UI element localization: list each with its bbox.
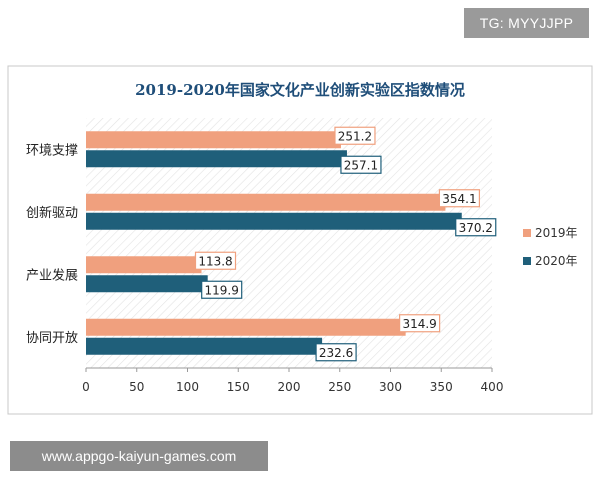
bar-2019 <box>86 131 341 149</box>
data-label: 232.6 <box>315 343 357 362</box>
x-tick-label: 0 <box>82 380 90 394</box>
chart: 2019-2020年国家文化产业创新实验区指数情况 环境支撑 251.2 257.1… <box>7 65 593 415</box>
data-label: 119.9 <box>201 280 243 299</box>
bar-2020 <box>86 275 208 293</box>
watermark-bottom: www.appgo-kaiyun-games.com <box>10 441 268 471</box>
bar-2020 <box>86 150 347 168</box>
svg-text:314.9: 314.9 <box>402 317 436 331</box>
x-tick-label: 250 <box>328 380 351 394</box>
svg-text:354.1: 354.1 <box>442 192 476 206</box>
x-tick-label: 100 <box>176 380 199 394</box>
x-tick-label: 400 <box>481 380 504 394</box>
data-label: 113.8 <box>194 251 237 270</box>
category-label: 创新驱动 <box>26 205 78 221</box>
x-tick-label: 300 <box>379 380 402 394</box>
svg-text:113.8: 113.8 <box>198 254 232 268</box>
data-label: 370.2 <box>455 218 497 237</box>
category-label: 协同开放 <box>26 331 78 346</box>
legend-label: 2019年 <box>535 226 578 240</box>
legend-swatch <box>523 229 531 237</box>
legend-label: 2020年 <box>535 254 578 268</box>
svg-text:232.6: 232.6 <box>319 346 353 360</box>
data-label: 354.1 <box>438 189 481 208</box>
bar-2019 <box>86 318 406 336</box>
x-tick-label: 350 <box>430 380 453 394</box>
svg-text:370.2: 370.2 <box>459 221 493 235</box>
svg-text:119.9: 119.9 <box>205 283 239 297</box>
category-label: 环境支撑 <box>26 143 78 158</box>
legend-item: 2020年 <box>523 254 578 268</box>
watermark-top: TG: MYYJJPP <box>464 8 589 38</box>
x-tick-label: 50 <box>129 380 144 394</box>
svg-text:251.2: 251.2 <box>338 129 372 143</box>
legend-swatch <box>523 257 531 265</box>
data-label: 257.1 <box>340 155 382 174</box>
bar-2019 <box>86 256 202 274</box>
data-label: 251.2 <box>334 126 376 145</box>
bar-2020 <box>86 212 462 230</box>
category-label: 产业发展 <box>26 267 78 283</box>
legend-item: 2019年 <box>523 226 578 240</box>
x-tick-label: 150 <box>227 380 250 394</box>
bar-2019 <box>86 193 446 211</box>
chart-title: 2019-2020年国家文化产业创新实验区指数情况 <box>135 81 465 99</box>
data-label: 314.9 <box>399 314 441 333</box>
x-tick-label: 200 <box>278 380 301 394</box>
svg-text:257.1: 257.1 <box>344 158 378 172</box>
bar-2020 <box>86 337 323 355</box>
